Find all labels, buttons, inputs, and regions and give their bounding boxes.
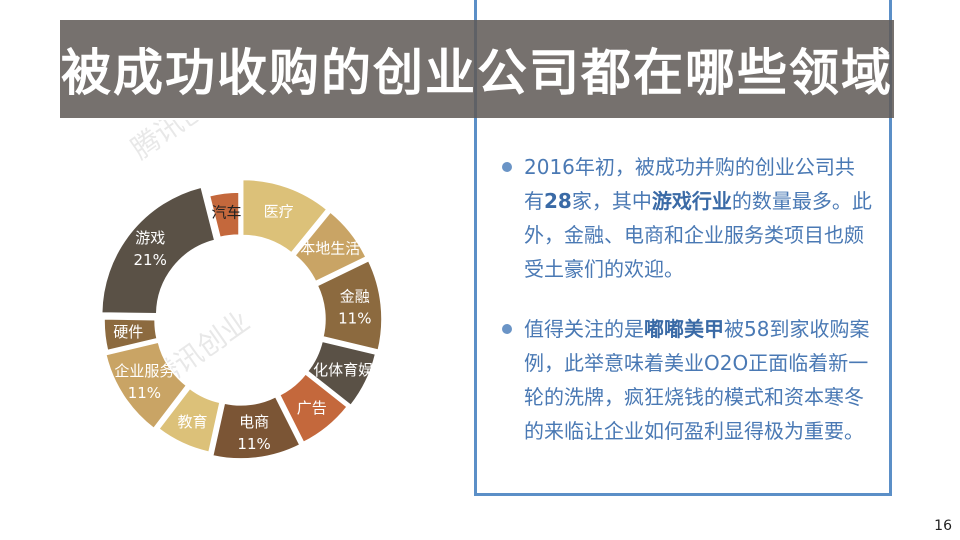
slice-label: 医疗 (264, 203, 294, 221)
slice-label: 企业服务 11% (114, 362, 174, 402)
slide-title: 被成功收购的创业公司都在哪些领域 (61, 44, 893, 102)
donut-slice (293, 210, 368, 283)
donut-slice (306, 340, 377, 407)
donut-slice (316, 259, 383, 352)
title-banner: 被成功收购的创业公司都在哪些领域 (60, 20, 894, 118)
bullet-highlight-text: 嘟嘟美甲 (644, 317, 724, 341)
slice-category-label: 游戏 (135, 229, 165, 247)
slice-percent-label: 21% (134, 251, 167, 269)
slice-percent-label: 11% (338, 310, 371, 328)
donut-slice (104, 341, 188, 430)
watermark-text: 腾讯创业 (125, 120, 236, 166)
slice-category-label: 汽车 (211, 203, 241, 221)
slice-category-label: 教育 (177, 413, 207, 431)
bullet-list: 2016年初，被成功并购的创业公司共有28家，其中游戏行业的数量最多。此外，金融… (500, 150, 872, 448)
slice-category-label: 金融 (340, 288, 370, 306)
donut-slice (211, 395, 301, 460)
donut-slice (103, 318, 158, 352)
slice-label: 游戏 21% (134, 229, 167, 269)
slice-percent-label: 11% (237, 435, 270, 453)
slice-label: 教育 (177, 413, 207, 431)
slice-category-label: 广告 (297, 399, 327, 417)
bullet-dot-icon (502, 324, 512, 334)
bullet-text: 2016年初，被成功并购的创业公司共有 (524, 155, 855, 213)
page-number: 16 (934, 518, 952, 534)
slice-label: 硬件 (113, 323, 143, 341)
donut-slice (241, 178, 328, 254)
bullet-text: 的数量最多。此外，金融、电商和企业服务类项目也颇受土豪们的欢迎。 (524, 189, 872, 281)
slice-label: 金融 11% (338, 288, 371, 328)
slice-category-label: 医疗 (264, 203, 294, 221)
bullet-text: 被58到家收购案例，此举意味着美业O2O正面临着新一轮的洗牌，疯狂烧钱的模式和资… (524, 317, 870, 443)
donut-slice (208, 191, 240, 239)
bullet-item: 值得关注的是嘟嘟美甲被58到家收购案例，此举意味着美业O2O正面临着新一轮的洗牌… (500, 312, 872, 448)
slice-label: 电商 11% (237, 413, 270, 453)
bullet-text: 值得关注的是 (524, 317, 644, 341)
donut-slice (157, 387, 221, 454)
bullet-highlight-text: 28 (544, 189, 572, 213)
slice-category-label: 电商 (239, 413, 269, 431)
donut-chart-area: 腾讯创业 腾讯创业 医疗 本地生活 金融 11% 文化体育娱乐 广告 电商 11% 教育 企业服务… (40, 120, 470, 520)
donut-slice (100, 186, 216, 315)
slice-group (100, 178, 383, 460)
slice-category-label: 企业服务 (114, 362, 174, 380)
bullet-highlight-text: 游戏行业 (651, 189, 732, 213)
slice-category-label: 硬件 (113, 323, 143, 341)
bullet-dot-icon (502, 162, 512, 172)
slice-percent-label: 11% (128, 384, 161, 402)
bullet-item: 2016年初，被成功并购的创业公司共有28家，其中游戏行业的数量最多。此外，金融… (500, 150, 872, 286)
slice-label: 文化体育娱乐 (298, 361, 388, 379)
slice-label: 广告 (297, 399, 327, 417)
slice-label: 本地生活 (300, 240, 360, 258)
slice-label: 汽车 (211, 203, 241, 221)
slice-category-label: 文化体育娱乐 (298, 361, 388, 379)
slice-category-label: 本地生活 (300, 240, 360, 258)
donut-slice (278, 372, 349, 444)
bullet-text: 家，其中 (571, 189, 652, 213)
